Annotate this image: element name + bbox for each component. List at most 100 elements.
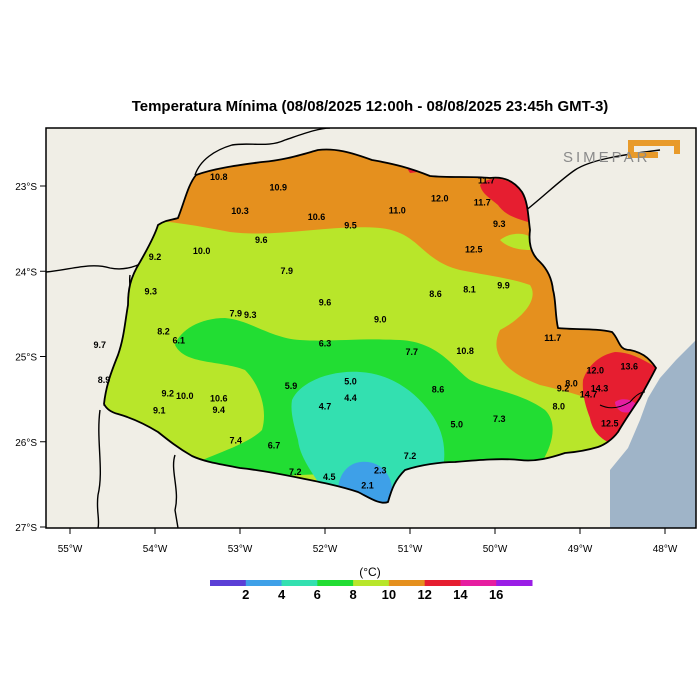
station-value: 5.9 — [285, 381, 298, 391]
logo-bar-bottom — [628, 152, 658, 158]
lat-tick-label: 25°S — [15, 353, 37, 364]
station-value: 14.7 — [580, 389, 598, 399]
border-misiones — [172, 454, 179, 528]
station-value: 9.1 — [153, 406, 166, 416]
station-value: 6.3 — [319, 338, 332, 348]
colorbar-segment — [388, 580, 426, 586]
band-14-16 — [615, 399, 636, 413]
station-value: 12.0 — [587, 366, 605, 376]
colorbar: (°C) 2 4 6 8 10 12 14 16 — [210, 565, 533, 602]
station-value: 2.3 — [374, 465, 387, 475]
lon-tick-label: 50°W — [483, 544, 508, 555]
station-value: 6.7 — [268, 441, 281, 451]
station-value: 10.8 — [210, 172, 228, 182]
station-value: 12.0 — [431, 193, 449, 203]
lat-axis: 23°S 24°S 25°S 26°S 27°S — [15, 182, 46, 534]
colorbar-label: 12 — [417, 587, 431, 602]
colorbar-segment — [245, 580, 283, 586]
station-value: 5.0 — [344, 377, 357, 387]
station-value: 9.9 — [497, 280, 510, 290]
lon-tick-label: 49°W — [568, 544, 593, 555]
parana-outline — [103, 148, 658, 504]
colorbar-segment — [424, 580, 461, 586]
lon-tick-label: 54°W — [143, 544, 168, 555]
colorbar-segment — [210, 580, 247, 586]
station-value: 10.3 — [231, 206, 249, 216]
lat-tick-label: 26°S — [15, 438, 37, 449]
map-title: Temperatura Mínima (08/08/2025 12:00h - … — [131, 98, 609, 115]
station-value: 11.0 — [389, 205, 406, 215]
station-value: 14.3 — [591, 384, 609, 394]
station-value: 10.9 — [270, 182, 288, 192]
station-value: 2.1 — [361, 481, 374, 491]
lon-tick-label: 48°W — [653, 544, 678, 555]
simepar-logo: SIMEPAR — [563, 140, 680, 166]
lat-tick-label: 24°S — [15, 267, 37, 278]
station-value: 8.0 — [553, 401, 566, 411]
colorbar-labels: 2 4 6 8 10 12 14 16 — [242, 587, 503, 602]
colorbar-segments — [210, 580, 533, 586]
station-value: 13.6 — [621, 361, 639, 371]
colorbar-segment — [460, 580, 497, 586]
station-value: 8.6 — [432, 384, 445, 394]
colorbar-segment — [353, 580, 390, 586]
station-value: 8.6 — [429, 289, 442, 299]
lon-tick-label: 52°W — [313, 544, 338, 555]
station-value: 6.1 — [173, 336, 186, 346]
logo-bar-left — [628, 140, 634, 158]
station-value: 8.9 — [98, 375, 111, 385]
lon-axis: 55°W 54°W 53°W 52°W 51°W 50°W 49°W 48°W — [58, 528, 678, 555]
station-value: 11.7 — [544, 333, 561, 343]
station-value: 5.0 — [450, 419, 463, 429]
border-argentina — [96, 409, 102, 528]
station-value: 7.2 — [404, 451, 417, 461]
colorbar-label: 16 — [489, 587, 503, 602]
station-value: 10.0 — [193, 246, 211, 256]
station-value: 9.7 — [94, 340, 107, 350]
colorbar-label: 10 — [382, 587, 396, 602]
station-labels: 10.8 10.9 10.3 10.6 9.5 11.0 12.0 11.7 11.7 9.3 12… — [94, 172, 639, 491]
lon-tick-label: 51°W — [398, 544, 423, 555]
logo-bar-right — [674, 140, 680, 154]
station-value: 12.5 — [601, 418, 619, 428]
logo-bar-top — [628, 140, 680, 146]
station-value: 4.4 — [344, 393, 357, 403]
station-value: 9.3 — [493, 219, 506, 229]
colorbar-segment — [281, 580, 318, 586]
logo-text: SIMEPAR — [563, 149, 650, 166]
station-value: 4.7 — [319, 401, 332, 411]
lat-tick-label: 23°S — [15, 182, 37, 193]
bay-inlet — [599, 391, 646, 409]
station-value: 9.0 — [374, 314, 387, 324]
colorbar-label: 8 — [349, 587, 356, 602]
station-value: 12.5 — [465, 245, 483, 255]
colorbar-label: 6 — [314, 587, 321, 602]
station-value: 9.3 — [145, 286, 158, 296]
station-value: 9.3 — [244, 310, 257, 320]
station-value: 9.5 — [344, 221, 357, 231]
map-frame-content: 10.8 10.9 10.3 10.6 9.5 11.0 12.0 11.7 11.7 9.3 12… — [46, 128, 696, 528]
ocean — [610, 340, 696, 528]
station-value: 10.8 — [456, 346, 474, 356]
station-value: 7.9 — [280, 266, 293, 276]
station-value: 8.1 — [463, 285, 476, 295]
station-value: 10.6 — [308, 212, 326, 222]
band-4-6 — [291, 371, 445, 500]
band-8-10-ne-patch — [500, 233, 532, 250]
station-value: 8.0 — [565, 378, 578, 388]
map-frame-border — [45, 127, 697, 529]
colorbar-segment — [317, 580, 354, 586]
colorbar-label: 4 — [278, 587, 286, 602]
station-value: 11.7 — [474, 198, 491, 208]
lat-tick-label: 27°S — [15, 523, 37, 534]
station-value: 10.6 — [210, 394, 228, 404]
station-value: 9.2 — [149, 252, 162, 262]
lon-tick-label: 53°W — [228, 544, 253, 555]
station-value: 9.2 — [161, 389, 174, 399]
station-value: 9.4 — [213, 405, 226, 415]
station-value: 11.7 — [478, 175, 495, 185]
station-value: 4.5 — [323, 472, 336, 482]
station-value: 7.4 — [230, 436, 243, 446]
station-value: 9.6 — [319, 297, 332, 307]
